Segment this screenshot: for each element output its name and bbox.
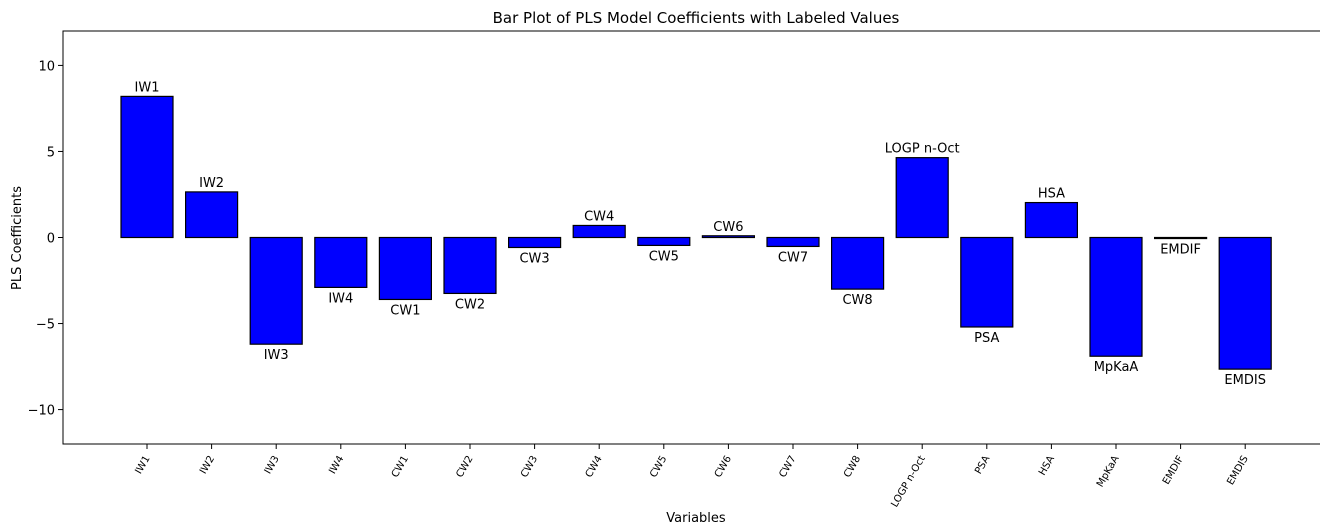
y-tick-label: −10 — [28, 404, 55, 419]
bar — [120, 95, 174, 239]
bar — [960, 236, 1014, 328]
bar — [508, 236, 562, 249]
bar — [572, 224, 626, 239]
x-tick-label: CW8 — [842, 454, 863, 480]
y-tick-label: 10 — [38, 59, 55, 74]
bar-label: CW2 — [455, 297, 485, 312]
bar — [378, 236, 432, 301]
bar-label: IW4 — [328, 291, 353, 306]
bar-label: LOGP n-Oct — [885, 142, 960, 157]
y-axis-label: PLS Coefficients — [10, 186, 25, 290]
bar — [443, 236, 497, 295]
x-tick-label: LOGP n-Oct — [889, 454, 927, 509]
bar — [830, 236, 885, 290]
bar-label: MpKaA — [1094, 360, 1139, 375]
bar — [637, 236, 691, 247]
x-tick-label: IW3 — [263, 454, 282, 476]
bar — [701, 235, 756, 239]
bar-label: EMDIF — [1160, 243, 1201, 258]
bar-label: IW3 — [264, 348, 289, 363]
bar-label: CW8 — [842, 293, 872, 308]
bar — [249, 236, 303, 345]
x-tick-label: IW1 — [133, 454, 152, 476]
x-tick-label: EMDIF — [1161, 454, 1186, 487]
bar — [1218, 236, 1272, 370]
x-axis-label: Variables — [666, 511, 726, 523]
y-tick-label: 0 — [47, 232, 55, 247]
bar-label: EMDIS — [1224, 373, 1266, 388]
bar-label: CW4 — [584, 209, 614, 224]
x-tick-label: CW4 — [584, 454, 605, 480]
bar — [766, 236, 820, 248]
x-tick-label: CW2 — [454, 454, 475, 480]
bar-label: IW2 — [199, 176, 224, 191]
x-tick-label: IW4 — [327, 454, 346, 476]
bar-label: CW3 — [519, 251, 549, 266]
y-tick-label: 5 — [47, 145, 55, 160]
y-tick-label: −5 — [36, 318, 55, 333]
bar-label: HSA — [1038, 187, 1065, 202]
bar — [1024, 201, 1079, 239]
x-tick-label: PSA — [973, 454, 992, 476]
x-tick-label: CW6 — [713, 454, 734, 480]
x-tick-label: CW1 — [390, 454, 411, 480]
bar — [1089, 236, 1143, 357]
bar-label: CW7 — [778, 250, 808, 265]
bar-label: CW1 — [390, 303, 420, 318]
x-tick-label: CW3 — [519, 454, 540, 480]
x-tick-label: CW7 — [777, 454, 798, 480]
x-tick-label: IW2 — [198, 454, 217, 476]
bar — [185, 191, 239, 239]
bar — [895, 157, 949, 239]
x-tick-label: MpKaA — [1095, 454, 1122, 489]
bar-label: IW1 — [135, 80, 160, 95]
bar-label: CW5 — [649, 249, 679, 264]
bar-label: CW6 — [713, 220, 743, 235]
x-tick-label: CW5 — [648, 454, 669, 480]
bar — [1153, 236, 1208, 240]
bar-label: PSA — [974, 331, 999, 346]
x-tick-label: EMDIS — [1225, 454, 1251, 487]
x-tick-label: HSA — [1037, 454, 1057, 478]
chart-title: Bar Plot of PLS Model Coefficients with … — [493, 9, 900, 27]
bar — [314, 236, 368, 289]
